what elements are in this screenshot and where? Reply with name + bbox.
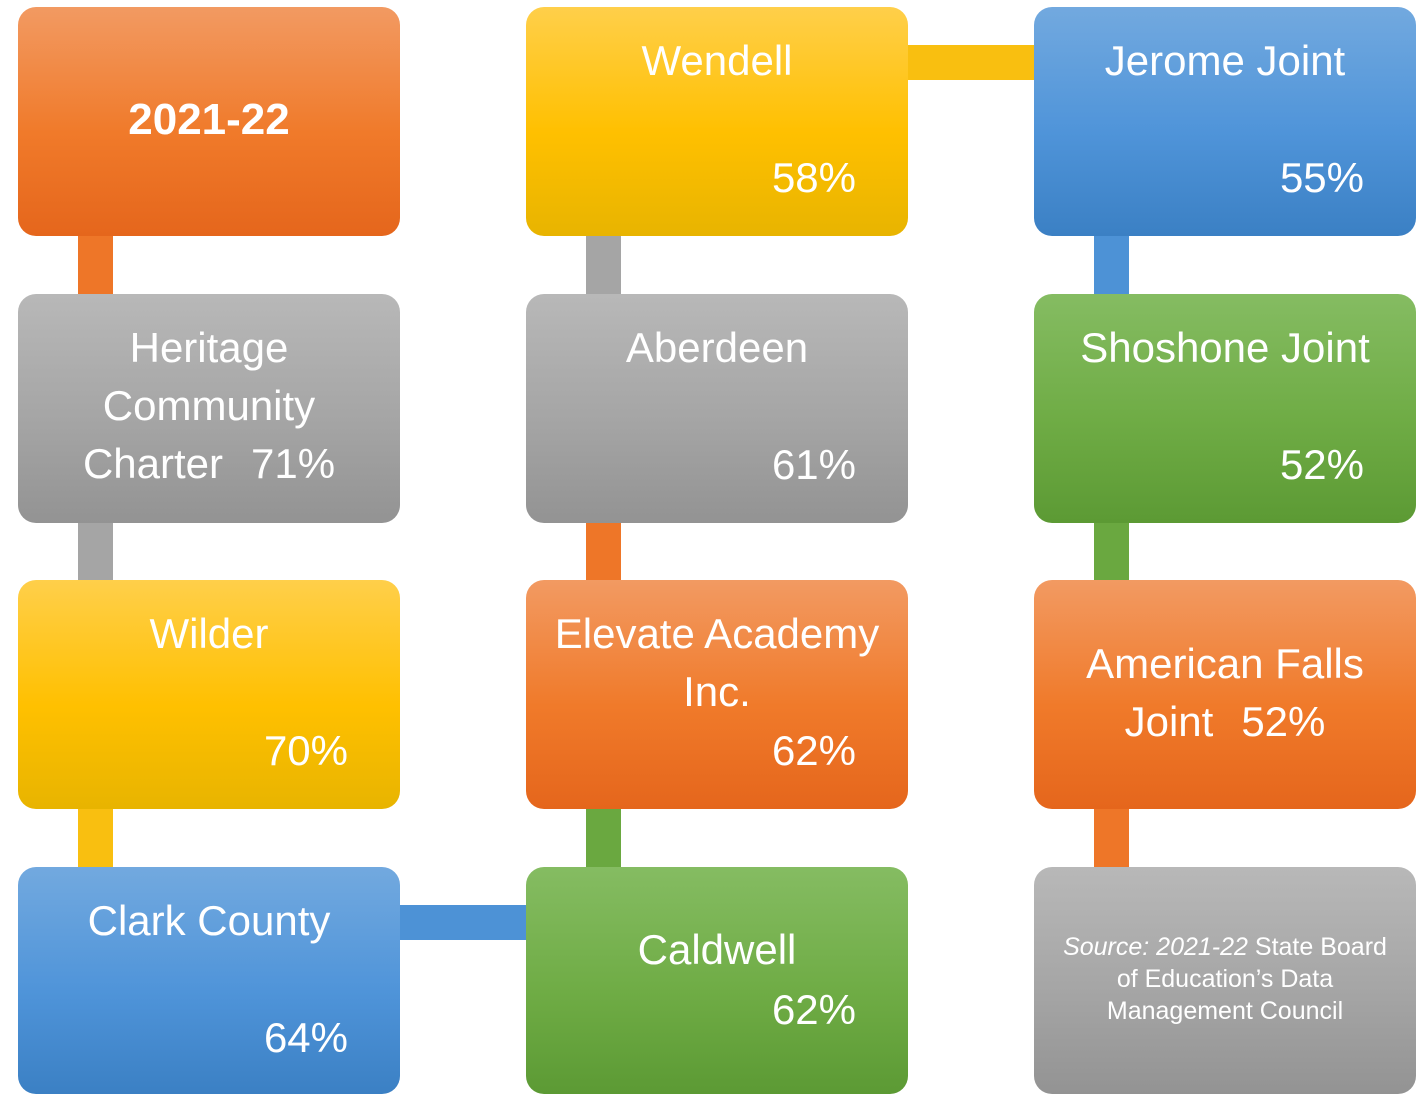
node-value: 55% — [1279, 154, 1364, 201]
connector — [78, 519, 113, 592]
node-box: Wendell 58% — [526, 7, 908, 236]
node-name: Caldwell — [637, 926, 797, 973]
connector — [1094, 519, 1129, 592]
node-box: Shoshone Joint 52% — [1034, 294, 1416, 523]
node-box: Caldwell 62% — [526, 867, 908, 1094]
node-name: Wendell — [641, 37, 793, 84]
node-box: Elevate Academy Inc. 62% — [526, 580, 908, 809]
node-value: 70% — [263, 727, 348, 774]
node-value: 52% — [1241, 698, 1326, 745]
connector — [1094, 232, 1129, 305]
connector — [396, 905, 526, 940]
connector — [78, 805, 113, 878]
node-name: 2021-22 — [128, 95, 290, 144]
node-name: Jerome Joint — [1104, 37, 1346, 84]
connector — [586, 805, 621, 878]
node-box: American Falls Joint 52% — [1034, 580, 1416, 809]
source-box: Source: 2021-22 State Board of Education… — [1034, 867, 1416, 1094]
node-name: Wilder — [149, 610, 269, 657]
node-box: 2021-22 — [18, 7, 400, 236]
connector — [1094, 805, 1129, 878]
node-value: 58% — [771, 154, 856, 201]
connector — [586, 519, 621, 592]
connector — [904, 45, 1034, 80]
source-body: State Board of Education’s Data Manageme… — [1106, 933, 1387, 1025]
node-name: Aberdeen — [625, 324, 809, 371]
source-text: Source: 2021-22 State Board of Education… — [1054, 931, 1396, 1027]
node-box: Jerome Joint 55% — [1034, 7, 1416, 236]
node-name: Elevate Academy Inc. — [554, 610, 880, 715]
node-value: 52% — [1279, 441, 1364, 488]
node-name: Shoshone Joint — [1080, 324, 1370, 371]
node-box: Heritage Community Charter 71% — [18, 294, 400, 523]
node-box: Clark County 64% — [18, 867, 400, 1094]
node-name: Clark County — [87, 897, 331, 944]
source-italic: Source: 2021-22 — [1063, 933, 1248, 961]
node-value: 62% — [771, 727, 856, 774]
node-value: 62% — [771, 986, 856, 1033]
node-name: American Falls Joint 52% — [1086, 640, 1364, 745]
node-value: 64% — [263, 1014, 348, 1061]
node-value: 61% — [771, 441, 856, 488]
node-name: Heritage Community Charter 71% — [82, 324, 336, 487]
connector — [78, 232, 113, 305]
node-box: Aberdeen 61% — [526, 294, 908, 523]
connector — [586, 232, 621, 305]
node-box: Wilder 70% — [18, 580, 400, 809]
node-value: 71% — [251, 440, 336, 487]
